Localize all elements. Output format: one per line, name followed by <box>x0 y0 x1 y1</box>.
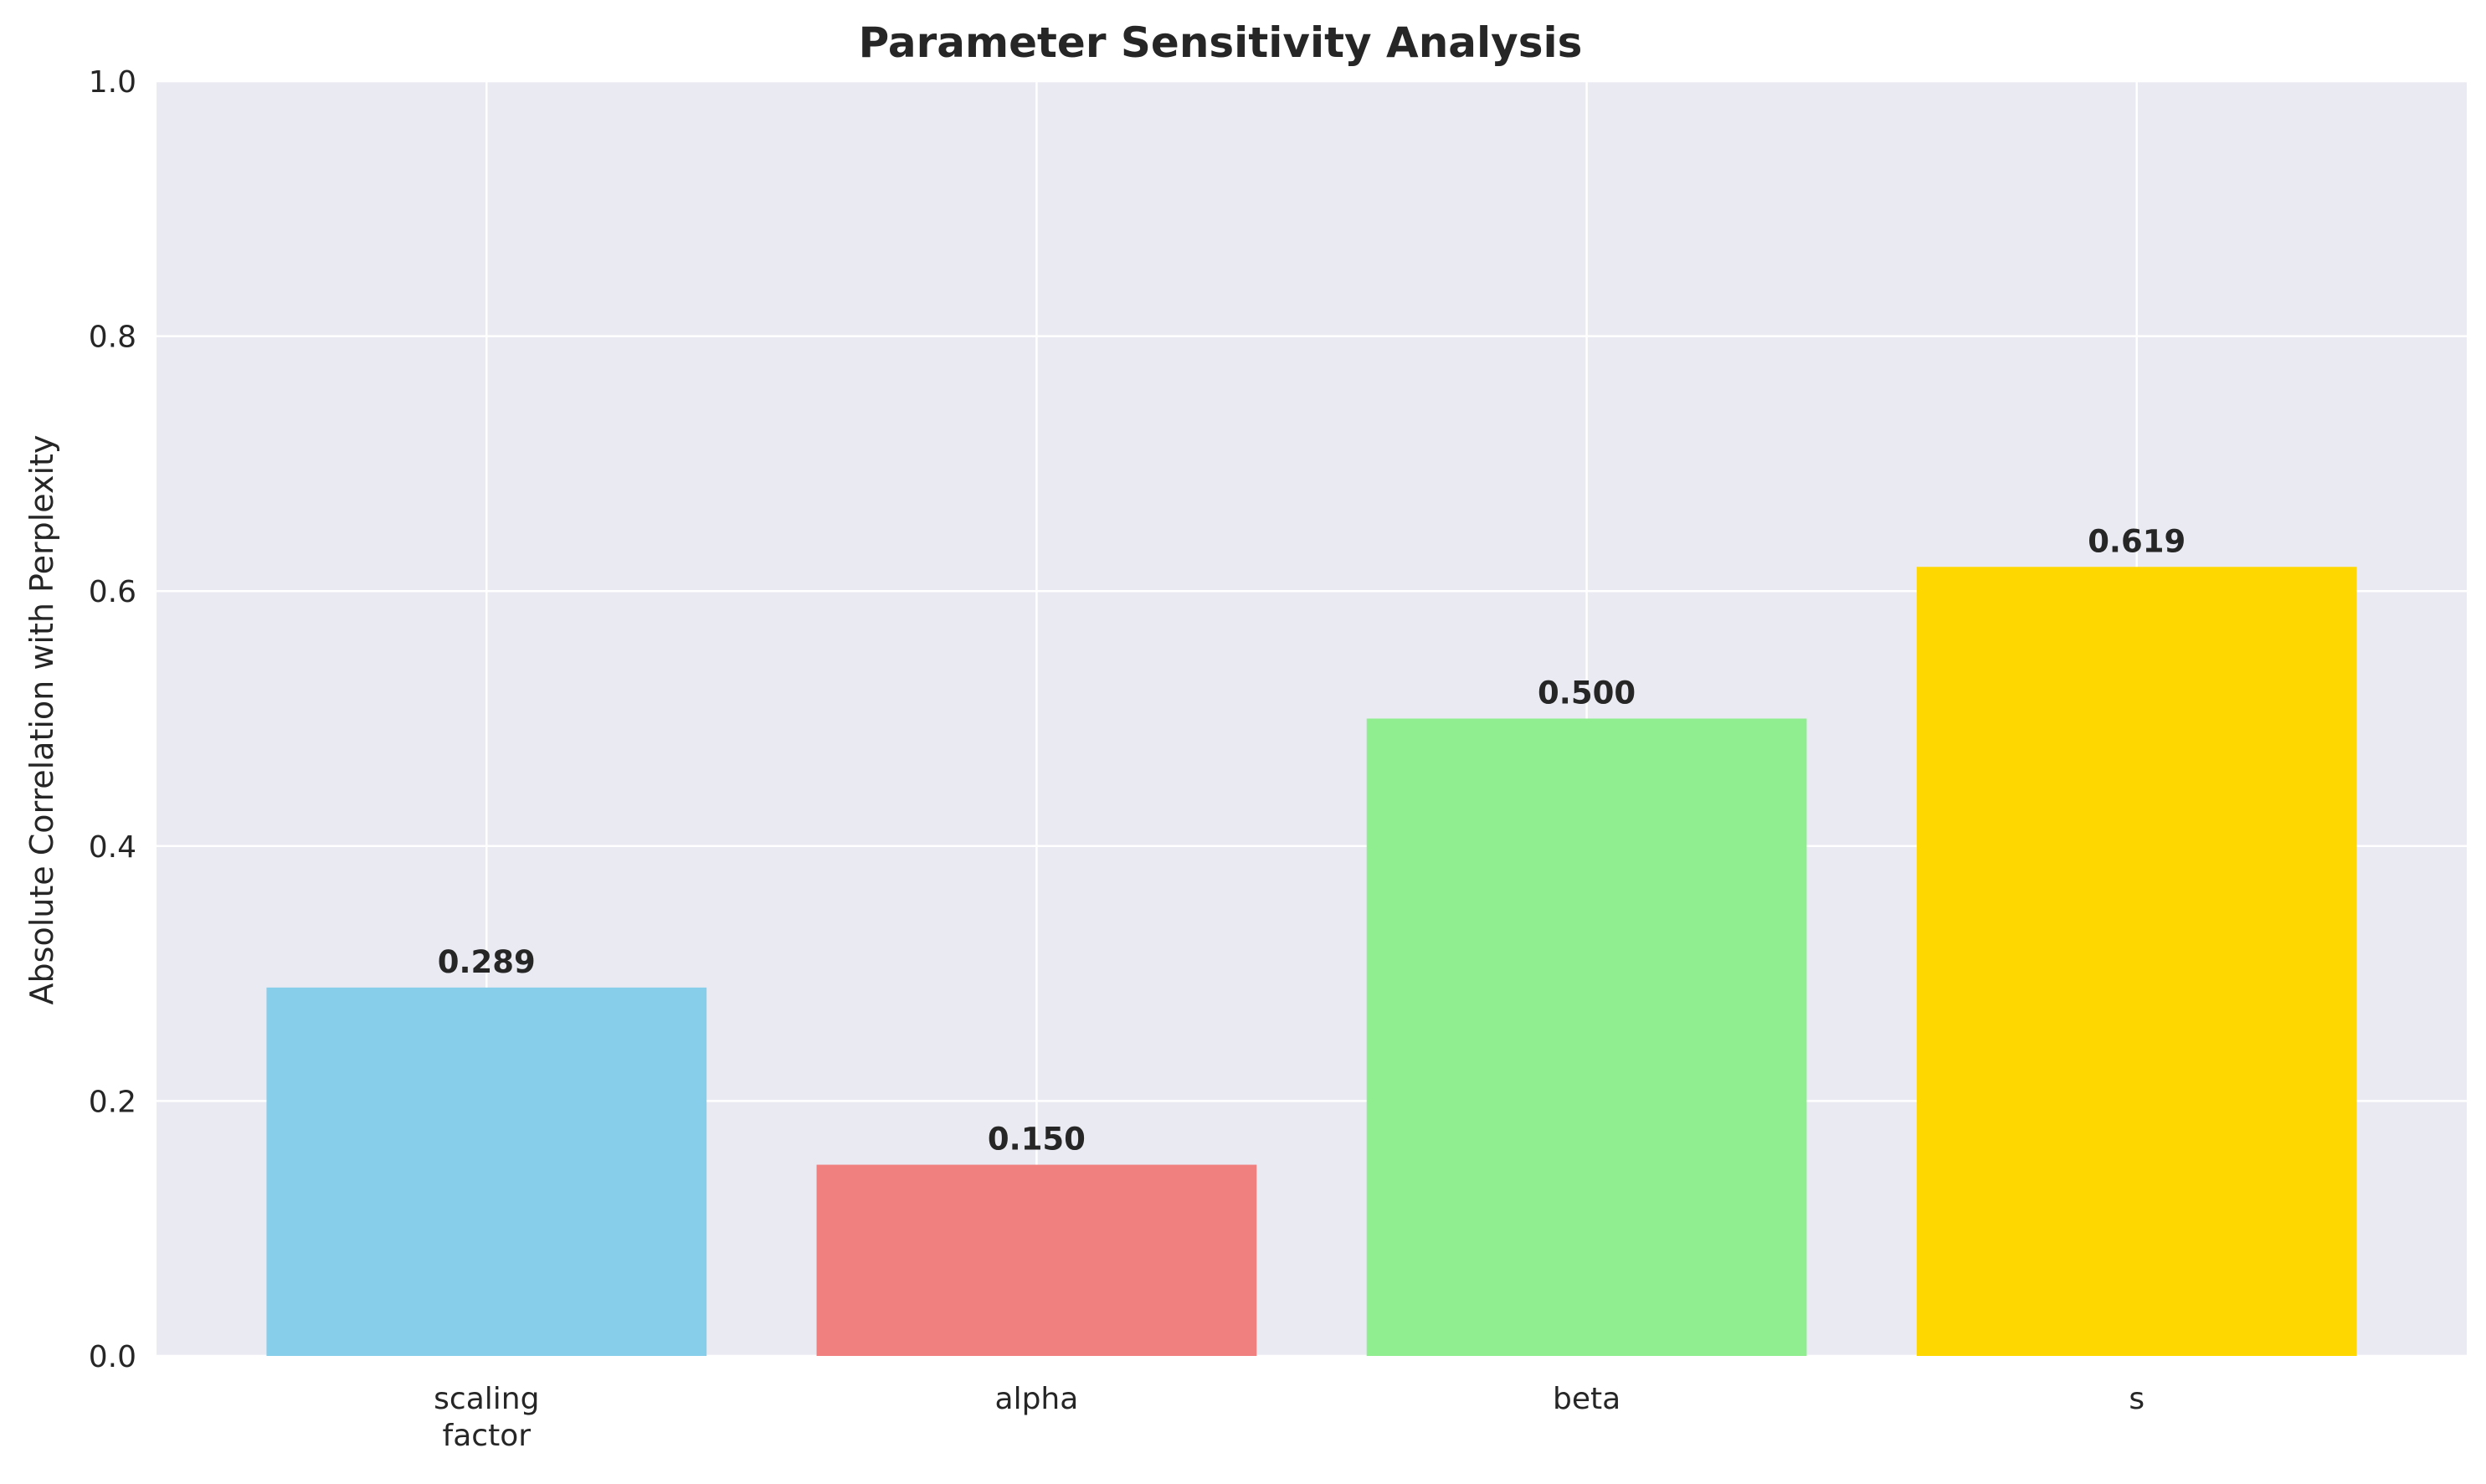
y-tick-label: 0.8 <box>89 321 136 355</box>
bar-value-label: 0.619 <box>2088 523 2186 559</box>
value-labels: 0.289 0.150 0.500 0.619 <box>438 523 2186 1157</box>
bar-value-label: 0.150 <box>988 1122 1086 1158</box>
x-tick-labels: scaling factor alpha beta s <box>434 1382 2144 1453</box>
x-tick-label: alpha <box>995 1382 1079 1416</box>
bar-value-label: 0.289 <box>438 944 536 980</box>
bar <box>266 987 707 1356</box>
y-tick-label: 1.0 <box>89 65 136 100</box>
bars <box>266 567 2357 1356</box>
x-tick-label: beta <box>1553 1382 1621 1416</box>
bar <box>1916 567 2357 1356</box>
x-tick-label: s <box>2129 1382 2144 1416</box>
y-tick-label: 0.6 <box>89 575 136 609</box>
bar <box>1366 718 1807 1356</box>
y-axis-label: Absolute Correlation with Perplexity <box>23 435 60 1005</box>
bar <box>816 1164 1257 1356</box>
y-tick-label: 0.0 <box>89 1340 136 1374</box>
y-tick-label: 0.2 <box>89 1085 136 1119</box>
x-tick-label: scaling factor <box>434 1382 539 1453</box>
chart-title: Parameter Sensitivity Analysis <box>859 18 1583 67</box>
y-tick-label: 0.4 <box>89 830 136 865</box>
bar-value-label: 0.500 <box>1538 675 1636 711</box>
y-tick-labels: 0.0 0.2 0.4 0.6 0.8 1.0 <box>89 65 136 1374</box>
